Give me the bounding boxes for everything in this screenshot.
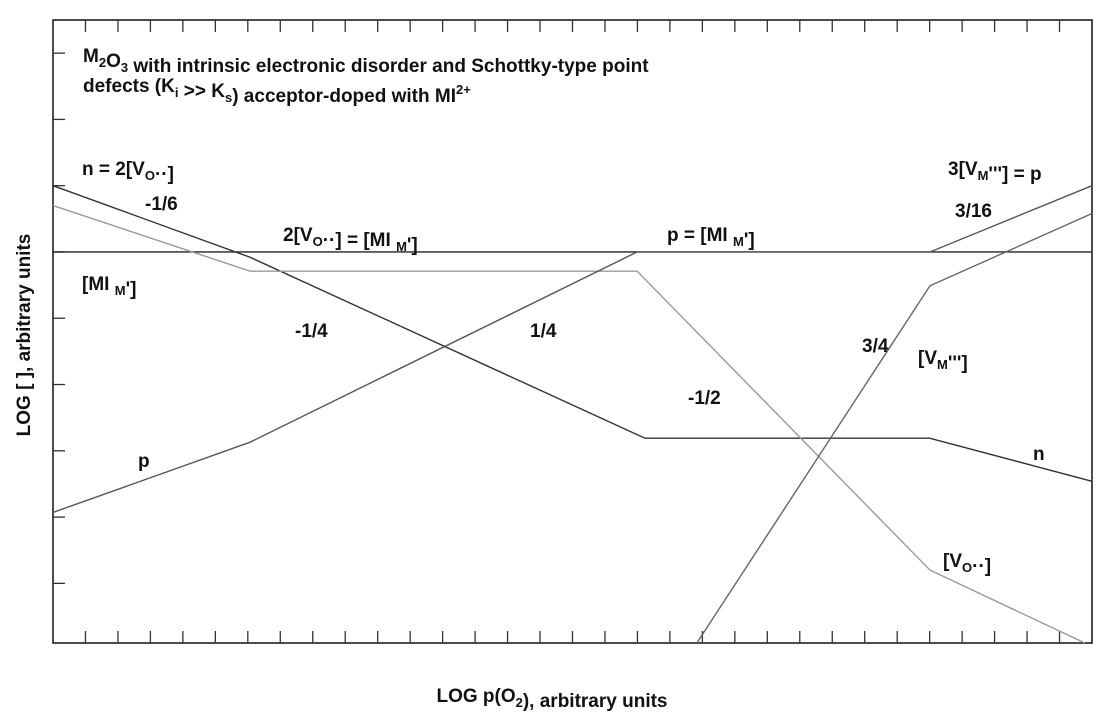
plot-frame — [52, 19, 1093, 644]
text-part: LOG p(O — [436, 686, 515, 707]
chart-title: defects (Ki >> Ks) acceptor-doped with M… — [83, 76, 471, 107]
subscript: M — [733, 234, 744, 249]
subscript: M — [396, 239, 407, 254]
subscript: O — [145, 168, 155, 183]
text-part: 2[V — [283, 225, 313, 246]
text-part: 3[V — [948, 159, 978, 180]
subscript: i — [175, 85, 179, 100]
annotation: -1/2 — [688, 388, 721, 409]
subscript: O — [313, 234, 323, 249]
text-part: [V — [918, 348, 937, 369]
annotation: 2[VO··] = [MI M'] — [283, 225, 418, 256]
text-part: '] — [126, 279, 137, 300]
text-part: p = [MI — [667, 225, 733, 246]
text-part: '] — [407, 235, 418, 256]
text-part: -1/4 — [295, 321, 328, 342]
subscript: s — [225, 90, 232, 105]
annotation: -1/6 — [145, 194, 178, 215]
text-part: p — [138, 451, 150, 472]
annotation: 3/16 — [955, 201, 992, 222]
text-part: 1/4 — [530, 321, 557, 342]
x-axis-label: LOG p(O2), arbitrary units — [436, 686, 667, 712]
subscript: M — [937, 357, 948, 372]
defect-line — [52, 185, 1093, 514]
annotation: 3/4 — [862, 336, 889, 357]
subscript: M — [978, 168, 989, 183]
text-part: M — [83, 46, 99, 67]
text-part: defects (K — [83, 76, 175, 97]
y-axis-label: LOG [ ], arbitrary units — [14, 234, 35, 437]
annotation: n = 2[VO··] — [82, 159, 174, 185]
text-part: '] — [744, 230, 755, 251]
defect-line — [696, 212, 1093, 644]
text-part: '''] — [948, 353, 968, 374]
annotation: 3[VM'''] = p — [948, 159, 1042, 185]
annotation: 1/4 — [530, 321, 557, 342]
text-part: [V — [943, 551, 962, 572]
text-part: n = 2[V — [82, 159, 145, 180]
subscript: 3 — [121, 60, 128, 75]
defect-line — [52, 185, 1093, 482]
text-part: ··] = [MI — [323, 230, 396, 251]
text-part: ) acceptor-doped with MI — [232, 86, 456, 107]
text-part: O — [106, 51, 121, 72]
text-part: with intrinsic electronic disorder and S… — [128, 56, 649, 77]
annotation: p — [138, 451, 150, 472]
annotation: n — [1033, 444, 1045, 465]
text-part: LOG [ ], arbitrary units — [14, 234, 35, 437]
text-part: ), arbitrary units — [523, 691, 668, 712]
text-part: '''] = p — [988, 164, 1041, 185]
text-part: n — [1033, 444, 1045, 465]
annotation: [MI M'] — [82, 274, 136, 300]
text-part: >> K — [178, 81, 225, 102]
annotation: p = [MI M'] — [667, 225, 755, 251]
subscript: 2 — [99, 55, 106, 70]
text-part: 3/16 — [955, 201, 992, 222]
defect-line — [52, 204, 1086, 644]
superscript: 2+ — [456, 82, 471, 97]
text-part: -1/6 — [145, 194, 178, 215]
subscript: M — [115, 283, 126, 298]
text-part: [MI — [82, 274, 115, 295]
text-part: -1/2 — [688, 388, 721, 409]
chart-title: M2O3 with intrinsic electronic disorder … — [83, 46, 649, 77]
text-part: 3/4 — [862, 336, 889, 357]
text-part: ··] — [972, 556, 991, 577]
annotation: -1/4 — [295, 321, 328, 342]
subscript: 2 — [516, 695, 523, 710]
text-part: ··] — [155, 164, 174, 185]
annotation: [VO··] — [943, 551, 991, 577]
annotation: [VM'''] — [918, 348, 968, 374]
subscript: O — [962, 560, 972, 575]
